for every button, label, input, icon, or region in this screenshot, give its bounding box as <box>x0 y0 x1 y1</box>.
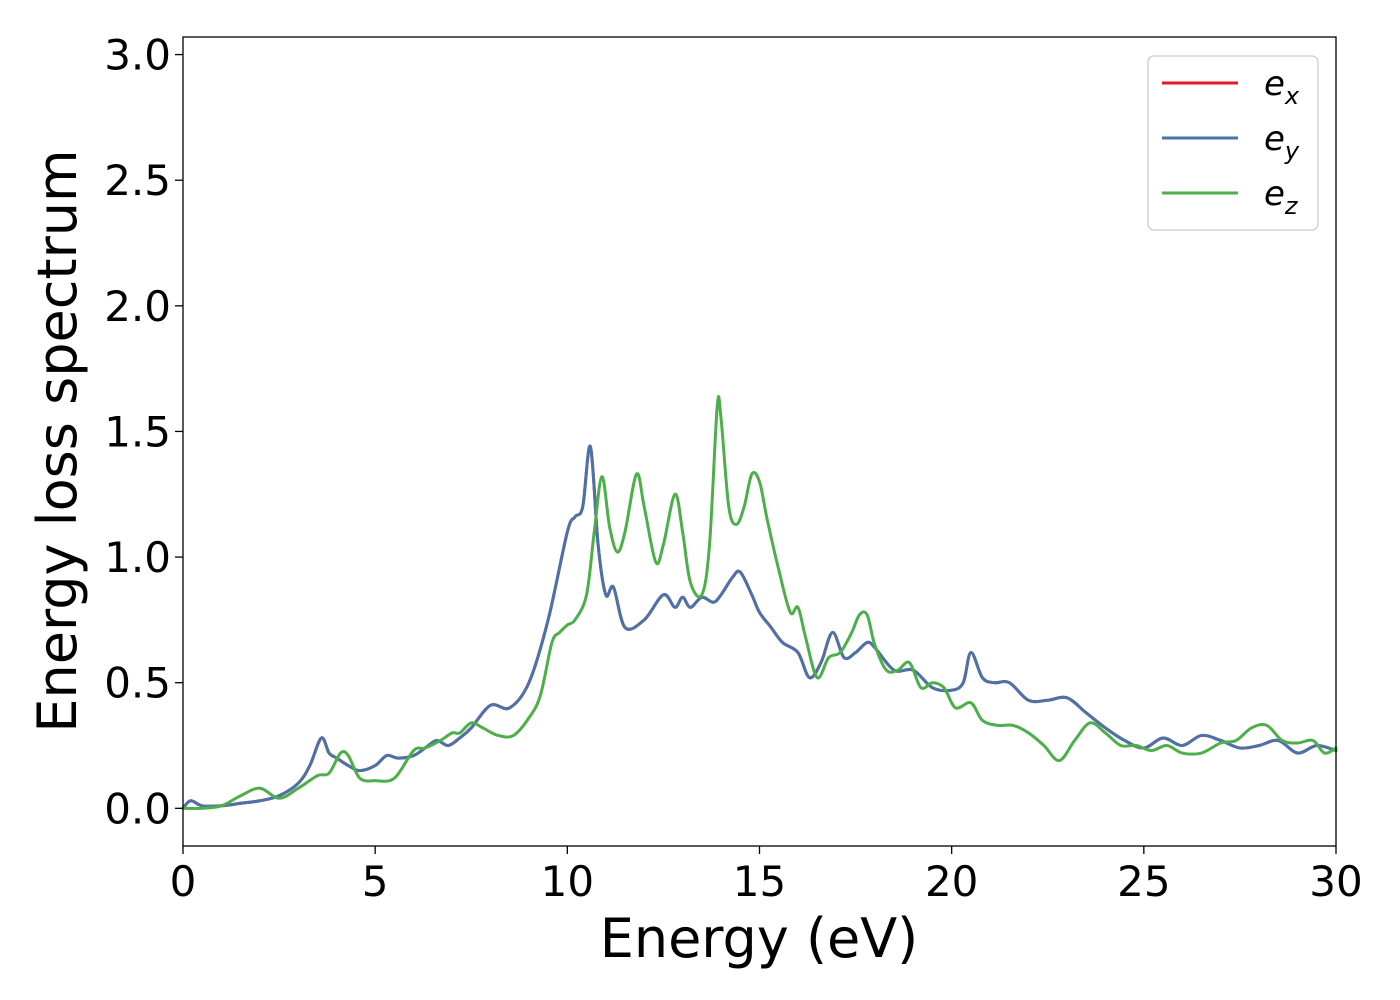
y-tick-label: 0.5 <box>104 659 171 708</box>
y-tick-label: 0.0 <box>104 784 171 833</box>
x-tick-label: 30 <box>1309 857 1362 906</box>
y-tick-label: 3.0 <box>104 31 171 80</box>
x-tick-label: 5 <box>362 857 389 906</box>
x-axis-title: Energy (eV) <box>600 907 919 970</box>
y-tick-label: 1.5 <box>104 407 171 456</box>
legend-label-subscript: x <box>1284 82 1300 110</box>
x-tick-label: 10 <box>541 857 594 906</box>
x-tick-label: 0 <box>170 857 197 906</box>
legend-box <box>1147 55 1319 231</box>
x-axis: 0 5 10 15 20 25 30 <box>170 846 1363 906</box>
x-tick-label: 20 <box>925 857 978 906</box>
y-tick-label: 2.5 <box>104 156 171 205</box>
legend-label-subscript: y <box>1284 137 1300 165</box>
legend-label-ez: ez <box>1264 174 1299 220</box>
legend-label-ex: ex <box>1264 64 1300 110</box>
x-tick-label: 25 <box>1117 857 1170 906</box>
series-layer <box>181 395 1338 810</box>
legend-label-ey: ey <box>1264 119 1300 165</box>
legend-label-subscript: z <box>1284 192 1299 220</box>
legend-label-base: e <box>1264 64 1285 104</box>
series-line-ey <box>181 445 1338 810</box>
y-tick-label: 1.0 <box>104 533 171 582</box>
legend-label-base: e <box>1264 174 1285 214</box>
plot-area-background <box>183 37 1336 846</box>
legend-label-base: e <box>1264 119 1285 159</box>
y-axis-title: Energy loss spectrum <box>26 149 89 732</box>
y-axis: 0.0 0.5 1.0 1.5 2.0 2.5 3.0 <box>104 31 183 833</box>
x-tick-label: 15 <box>733 857 786 906</box>
series-line-ez <box>181 395 1338 810</box>
y-tick-label: 2.0 <box>104 282 171 331</box>
